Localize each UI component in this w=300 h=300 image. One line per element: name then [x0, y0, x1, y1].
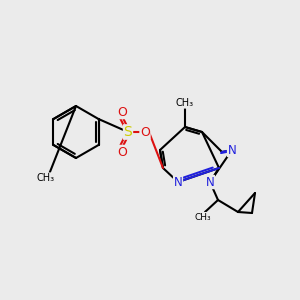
Text: N: N [206, 176, 214, 188]
Text: O: O [117, 146, 127, 158]
Text: O: O [117, 106, 127, 118]
Text: N: N [174, 176, 182, 188]
Text: CH₃: CH₃ [195, 212, 211, 221]
Text: N: N [228, 143, 236, 157]
Text: O: O [140, 125, 150, 139]
Text: S: S [124, 125, 132, 139]
Text: CH₃: CH₃ [176, 98, 194, 108]
Text: CH₃: CH₃ [37, 173, 55, 183]
